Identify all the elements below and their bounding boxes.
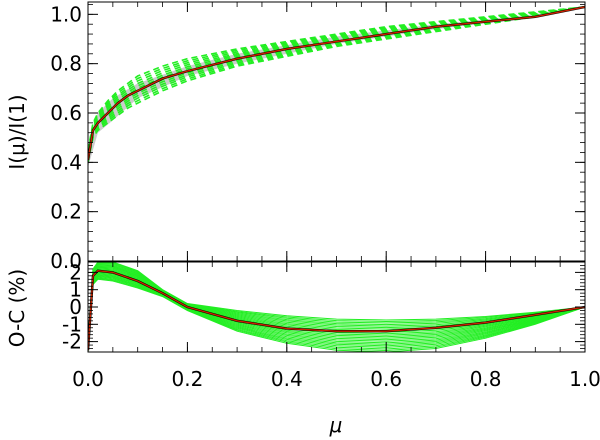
fit-curve (88, 6, 585, 161)
model-curve (88, 6, 585, 154)
model-curve (88, 6, 585, 158)
model-curve (88, 6, 585, 151)
model-curve (88, 262, 585, 343)
y-tick-label: -2 (62, 330, 82, 354)
x-tick-label: 0.8 (470, 367, 502, 391)
y-tick-label: 0.2 (50, 200, 82, 224)
y-tick-label: 0.0 (50, 249, 82, 273)
x-tick-label: 0.0 (72, 367, 104, 391)
y-tick-label: 0.4 (50, 150, 82, 174)
x-tick-label: 0.4 (271, 367, 303, 391)
model-curve (88, 263, 585, 343)
x-axis-label: μ (329, 413, 343, 437)
model-curve (88, 277, 585, 352)
model-curve (88, 275, 585, 351)
model-curve (88, 263, 585, 344)
y-tick-label: -1 (62, 312, 82, 336)
x-tick-label: 0.6 (370, 367, 402, 391)
x-tick-label: 1.0 (569, 367, 600, 391)
model-curve (88, 272, 585, 349)
model-curve (88, 6, 585, 155)
model-curve (88, 270, 585, 348)
model-curve (88, 272, 585, 349)
model-curve (88, 268, 585, 346)
model-curve (88, 276, 585, 351)
model-curve (88, 6, 585, 160)
y-tick-label: 1.0 (50, 2, 82, 26)
y-tick-label: 1 (69, 278, 82, 302)
model-curve (88, 264, 585, 344)
model-curve (88, 274, 585, 350)
model-curve (88, 268, 585, 347)
bottom-ylabel: O-C (%) (5, 269, 29, 347)
model-curve (88, 278, 585, 352)
top-ylabel: I(μ)/I(1) (5, 94, 29, 169)
fit-curve (88, 269, 585, 351)
top-plot-area (88, 5, 585, 168)
model-curve (88, 6, 585, 162)
y-tick-label: 2 (69, 260, 82, 284)
x-tick-label: 0.2 (171, 367, 203, 391)
bottom-axes: 210-1-2 0.0 0.2 0.4 0.6 0.8 1.0 (62, 260, 600, 391)
y-tick-label: 0.8 (50, 52, 82, 76)
bottom-panel: 210-1-2 0.0 0.2 0.4 0.6 0.8 1.0 O-C (%) μ (5, 260, 600, 437)
model-curve (88, 262, 585, 342)
y-tick-label: 0 (69, 295, 82, 319)
top-axes: 0.0 0.2 0.4 0.6 0.8 1.0 (50, 1, 586, 273)
model-curve (88, 271, 585, 348)
model-curve (88, 273, 585, 350)
model-curve (88, 6, 585, 163)
top-panel: 0.0 0.2 0.4 0.6 0.8 1.0 I(μ)/I(1) (5, 1, 586, 273)
bottom-plot-area (88, 262, 585, 352)
model-curve (88, 6, 585, 152)
model-curve (88, 277, 585, 352)
model-curve (88, 6, 585, 161)
y-tick-label: 0.6 (50, 101, 82, 125)
